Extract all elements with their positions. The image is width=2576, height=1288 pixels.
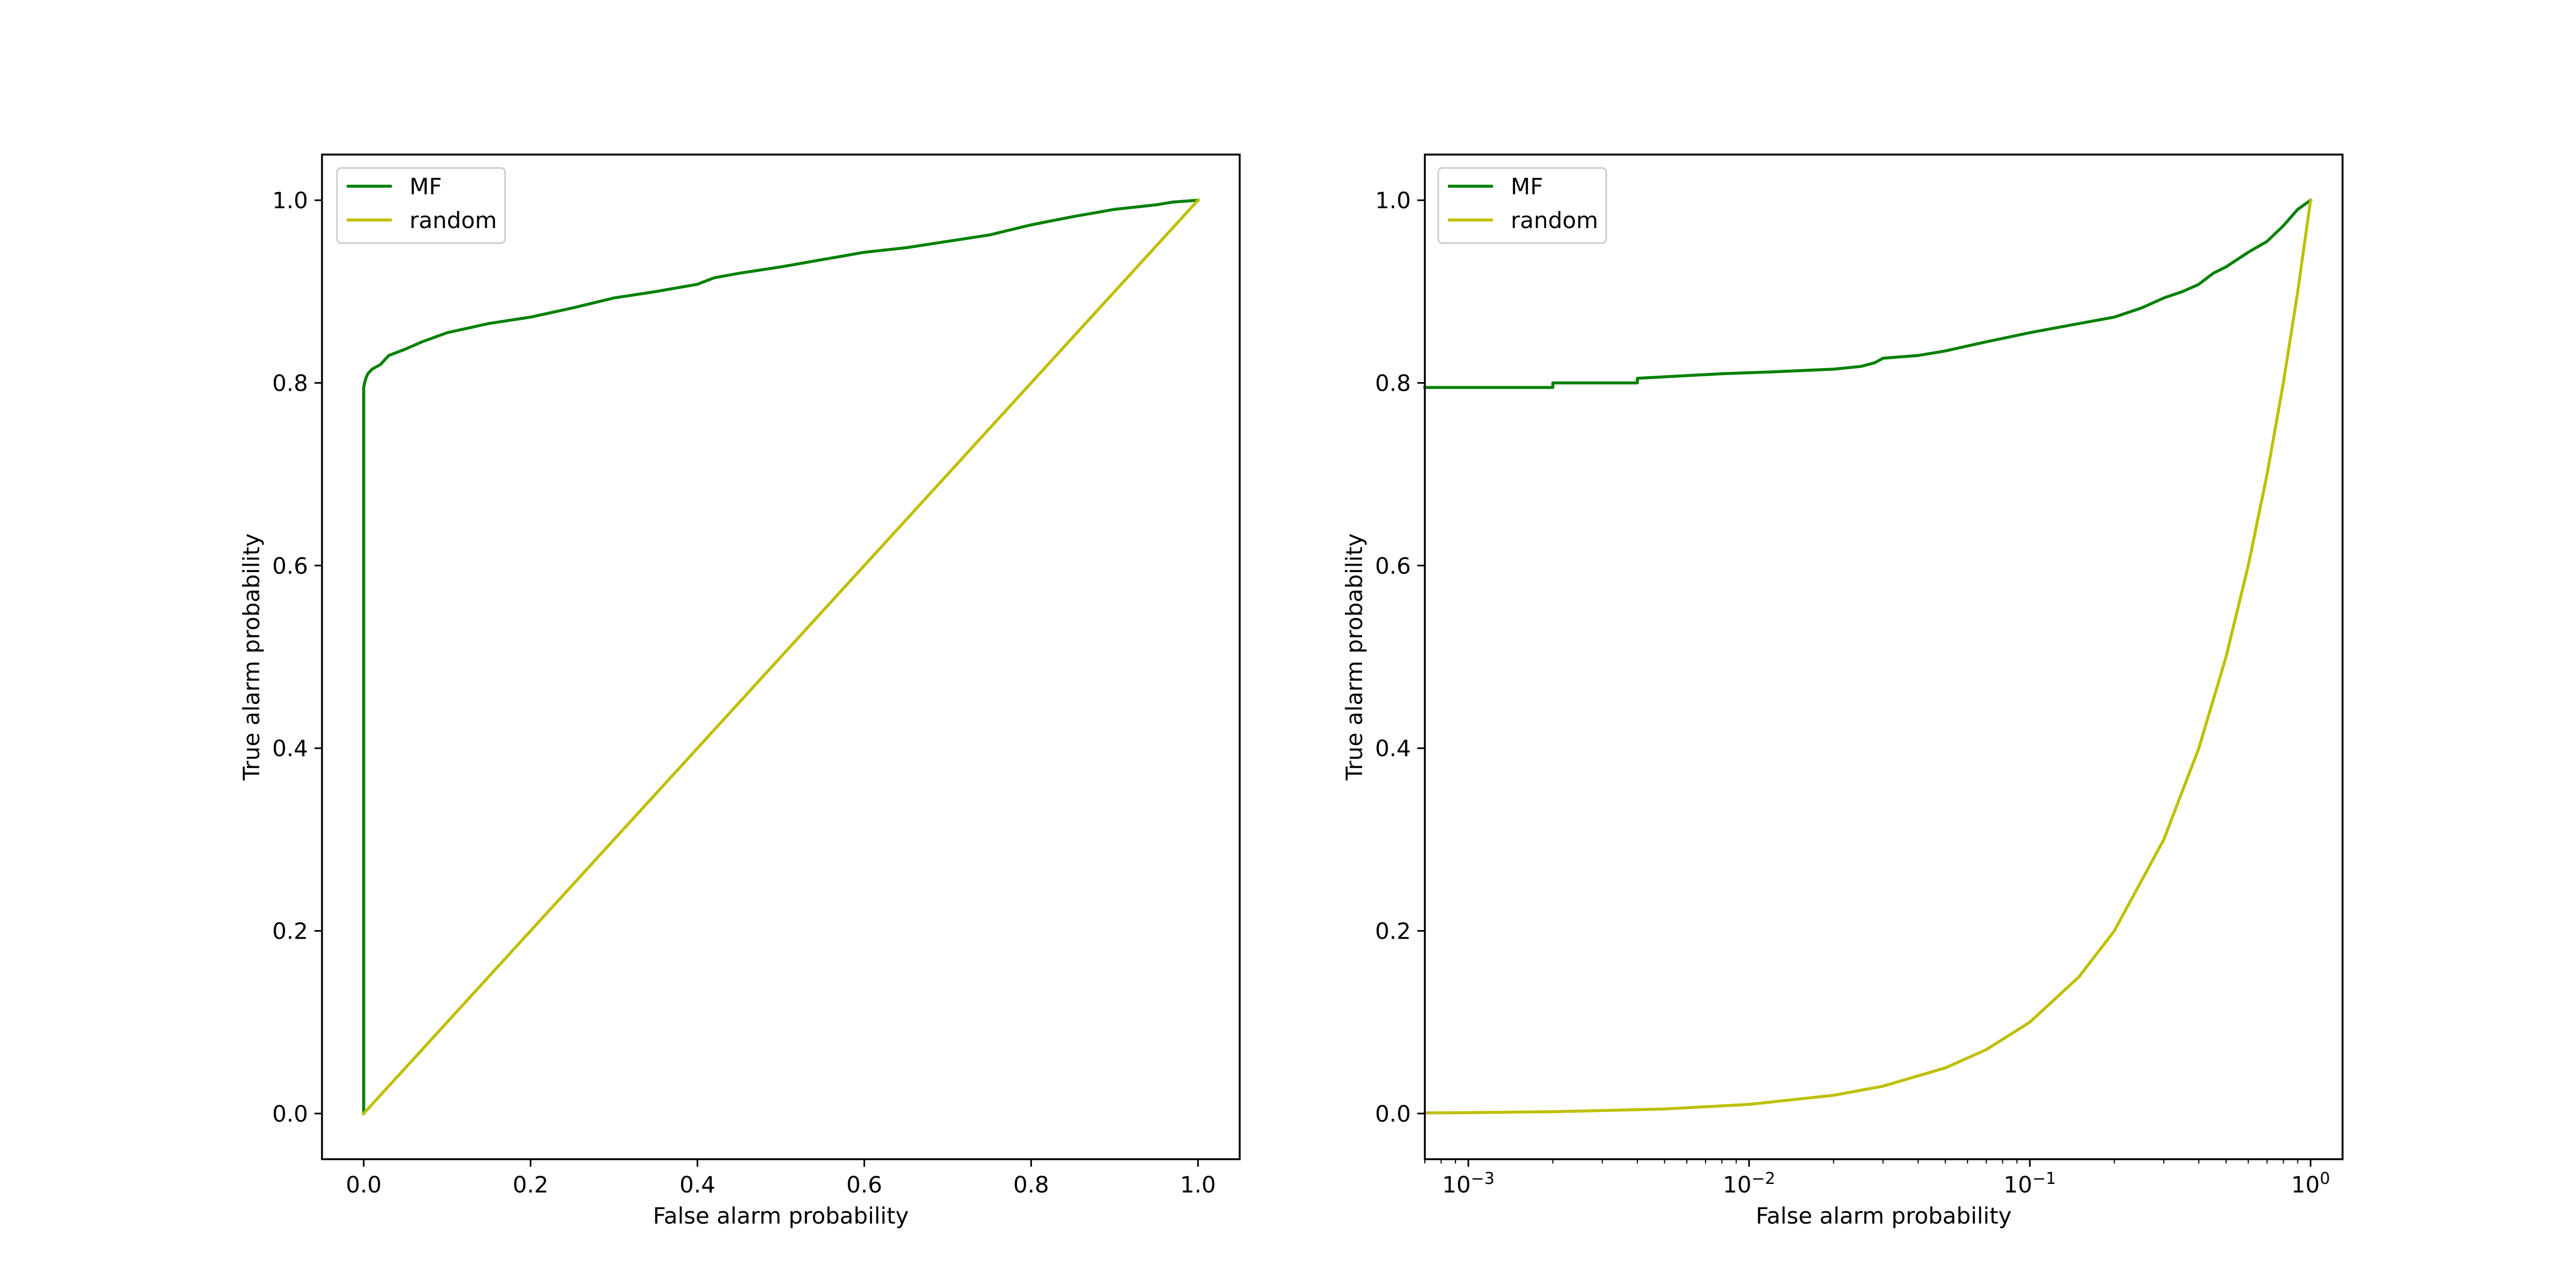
legend: MF random	[336, 167, 506, 244]
y-tick-label: 0.6	[272, 553, 308, 579]
y-tick-label: 0.0	[1375, 1101, 1411, 1127]
x-tick-label: 0.4	[679, 1172, 715, 1198]
roc-panel-linear: 0.0 0.2 0.4 0.6 0.8 1.0 0.0 0.2 0.4 0.6 0.8 1.0 Fa…	[238, 153, 1241, 1229]
y-tick-label: 0.4	[1375, 735, 1411, 762]
x-axis-label: False alarm probability	[653, 1203, 909, 1229]
x-tick-label: 0.2	[513, 1172, 548, 1198]
axes-frame	[1424, 153, 2344, 1160]
y-tick-label: 1.0	[1375, 187, 1411, 214]
x-tick-label: 1.0	[1180, 1172, 1216, 1198]
y-tick-label: 0.6	[1375, 553, 1411, 579]
y-tick-label: 1.0	[272, 187, 308, 214]
x-tick-label: 0.8	[1013, 1172, 1049, 1198]
y-axis-label: True alarm probability	[238, 533, 265, 781]
y-axis-ticks: 0.0 0.2 0.4 0.6 0.8 1.0	[1375, 187, 1425, 1127]
roc-panel-log: 10−3 10−2 10−1 100 0.0 0.2 0.4 0.6 0.8 1.0 False…	[1341, 153, 2344, 1229]
series-line-mf	[1423, 198, 2313, 389]
x-tick-label: 10−1	[2003, 1169, 2056, 1198]
series-line-random	[361, 198, 1201, 1116]
y-axis-ticks: 0.0 0.2 0.4 0.6 0.8 1.0	[272, 187, 322, 1127]
x-axis-ticks: 10−3 10−2 10−1 100	[1424, 1159, 2330, 1198]
legend: MF random	[1437, 167, 1607, 244]
x-axis-label: False alarm probability	[1756, 1203, 2012, 1229]
y-tick-label: 0.2	[272, 918, 308, 945]
x-tick-label: 10−2	[1723, 1169, 1775, 1198]
legend-label-random: random	[1511, 207, 1598, 233]
axes-frame	[321, 153, 1241, 1160]
y-axis-label: True alarm probability	[1341, 533, 1367, 781]
y-tick-label: 0.2	[1375, 918, 1411, 945]
x-axis-ticks: 0.0 0.2 0.4 0.6 0.8 1.0	[346, 1159, 1216, 1198]
y-tick-label: 0.0	[272, 1101, 308, 1127]
legend-label-mf: MF	[409, 173, 442, 200]
plot-lines	[361, 198, 1201, 1116]
y-tick-label: 0.8	[272, 370, 308, 396]
x-tick-label: 10−3	[1442, 1169, 1495, 1198]
series-line-mf	[362, 199, 1200, 1115]
y-tick-label: 0.4	[272, 735, 308, 762]
x-tick-label: 0.0	[346, 1172, 382, 1198]
x-tick-label: 100	[2291, 1169, 2330, 1198]
legend-label-mf: MF	[1511, 173, 1543, 200]
y-tick-label: 0.8	[1375, 370, 1411, 396]
x-tick-label: 0.6	[846, 1172, 882, 1198]
plot-lines	[1423, 198, 2313, 1115]
legend-label-random: random	[409, 207, 497, 233]
series-line-random	[1423, 198, 2312, 1115]
